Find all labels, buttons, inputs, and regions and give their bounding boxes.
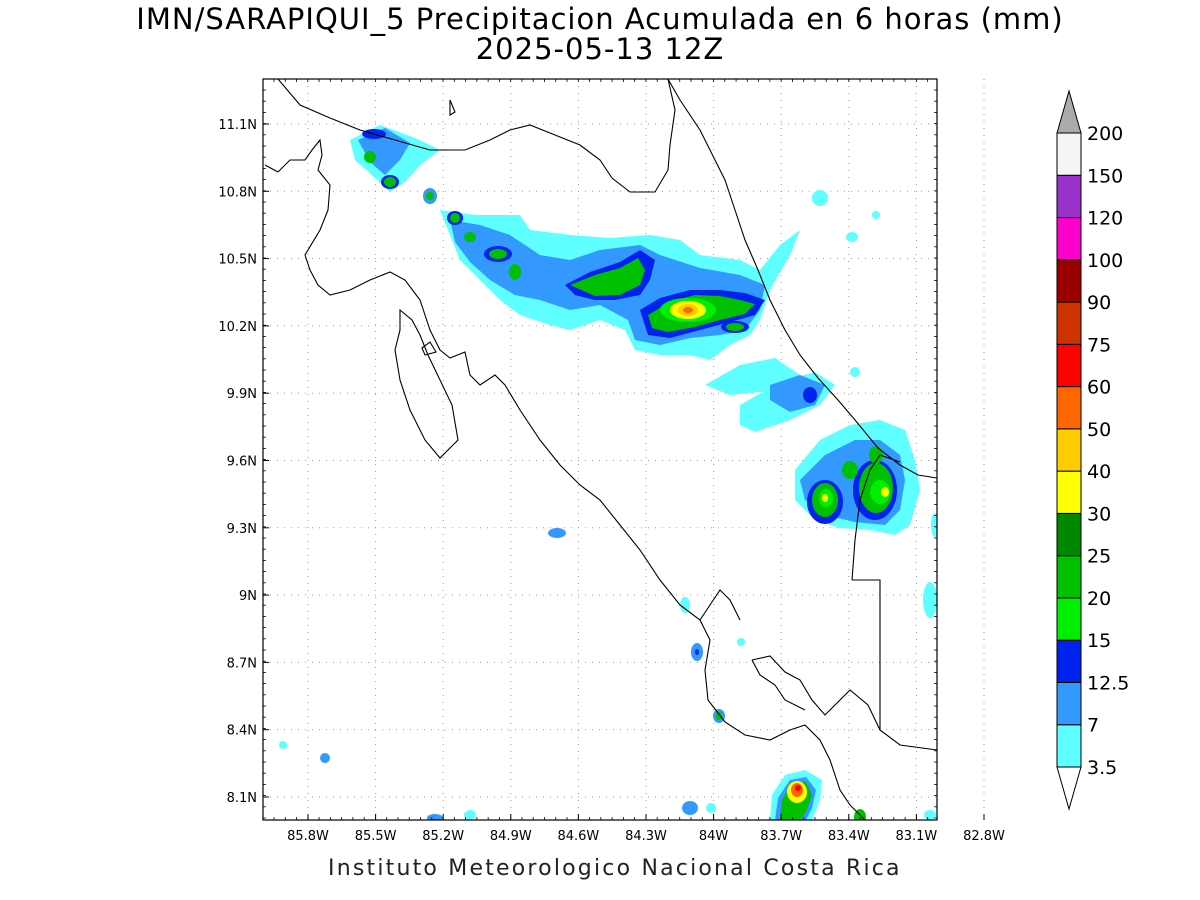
colorbar-swatch bbox=[1056, 301, 1082, 345]
colorbar-label: 15 bbox=[1087, 630, 1111, 652]
map-grid bbox=[263, 79, 985, 820]
colorbar-label: 120 bbox=[1087, 208, 1123, 230]
colorbar-label: 7 bbox=[1087, 715, 1099, 737]
lon-tick-label: 84.9W bbox=[490, 829, 532, 844]
colorbar-label: 20 bbox=[1087, 588, 1111, 610]
lat-tick-label: 10.5N bbox=[218, 253, 257, 268]
lon-tick-label: 83.4W bbox=[828, 829, 870, 844]
lat-tick-label: 8.1N bbox=[227, 791, 257, 806]
colorbar-label: 60 bbox=[1087, 377, 1111, 399]
coastlines bbox=[264, 79, 937, 820]
precipitation-field bbox=[279, 125, 937, 820]
axis-ticks: 85.8W 85.5W 85.2W 84.9W 84.6W 84.3W 84W 83.7W 83… bbox=[218, 79, 1005, 844]
footer-credit: Instituto Meteorologico Nacional Costa R… bbox=[328, 856, 902, 881]
colorbar-label: 25 bbox=[1087, 546, 1111, 568]
lon-tick-label: 85.5W bbox=[355, 829, 397, 844]
colorbar-swatch bbox=[1056, 217, 1082, 261]
lon-tick-label: 83.7W bbox=[760, 829, 802, 844]
lon-tick-label: 84W bbox=[699, 829, 729, 844]
lat-tick-label: 10.2N bbox=[218, 320, 257, 335]
colorbar-low-arrow bbox=[1056, 766, 1082, 811]
colorbar-swatch bbox=[1056, 343, 1082, 388]
colorbar-label: 3.5 bbox=[1087, 757, 1117, 779]
colorbar: 3.5 7 12.5 15 20 25 30 40 50 60 75 90 100 120 150 200 bbox=[1056, 89, 1129, 811]
lon-tick-label: 83.1W bbox=[895, 829, 937, 844]
colorbar-swatch bbox=[1056, 597, 1082, 641]
lon-tick-label: 82.8W bbox=[963, 829, 1005, 844]
colorbar-swatch bbox=[1056, 428, 1082, 472]
colorbar-label: 12.5 bbox=[1087, 672, 1129, 694]
lon-tick-label: 84.6W bbox=[557, 829, 599, 844]
lon-tick-label: 85.8W bbox=[287, 829, 329, 844]
title-line-2: 2025-05-13 12Z bbox=[475, 32, 725, 66]
colorbar-label: 150 bbox=[1087, 165, 1123, 187]
map-frame bbox=[262, 78, 938, 821]
colorbar-swatch bbox=[1056, 724, 1082, 768]
colorbar-label: 75 bbox=[1087, 334, 1111, 356]
colorbar-swatch bbox=[1056, 555, 1082, 599]
colorbar-swatch bbox=[1056, 174, 1082, 219]
colorbar-swatch bbox=[1056, 386, 1082, 430]
lat-tick-label: 9.9N bbox=[227, 387, 257, 402]
lat-tick-label: 10.8N bbox=[218, 185, 257, 200]
colorbar-label: 30 bbox=[1087, 503, 1111, 525]
colorbar-swatch bbox=[1056, 470, 1082, 514]
title-line-1: IMN/SARAPIQUI_5 Precipitacion Acumulada … bbox=[136, 2, 1064, 36]
colorbar-label: 100 bbox=[1087, 250, 1123, 272]
colorbar-label: 40 bbox=[1087, 461, 1111, 483]
lon-tick-label: 85.2W bbox=[422, 829, 464, 844]
colorbar-swatch bbox=[1056, 639, 1082, 683]
lat-tick-label: 8.4N bbox=[227, 724, 257, 739]
lat-tick-label: 9.3N bbox=[227, 522, 257, 537]
colorbar-label: 50 bbox=[1087, 419, 1111, 441]
lat-tick-label: 9.6N bbox=[227, 455, 257, 470]
colorbar-label: 90 bbox=[1087, 292, 1111, 314]
colorbar-high-arrow bbox=[1056, 89, 1082, 134]
colorbar-label: 200 bbox=[1087, 123, 1123, 145]
colorbar-swatch bbox=[1056, 132, 1082, 176]
lat-tick-label: 9N bbox=[239, 589, 257, 604]
lat-tick-label: 11.1N bbox=[218, 118, 257, 133]
colorbar-swatch bbox=[1056, 512, 1082, 557]
lon-tick-label: 84.3W bbox=[625, 829, 667, 844]
lat-tick-label: 8.7N bbox=[227, 656, 257, 671]
colorbar-swatch bbox=[1056, 681, 1082, 726]
colorbar-swatch bbox=[1056, 259, 1082, 303]
